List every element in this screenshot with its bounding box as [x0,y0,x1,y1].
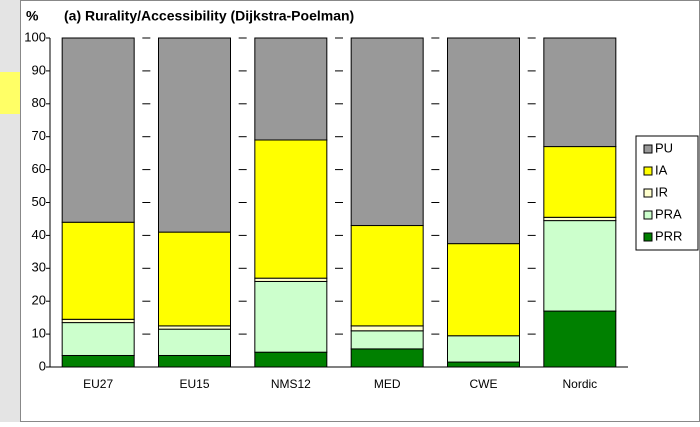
y-tick-label: 20 [32,293,46,308]
bar-segment [350,37,424,227]
y-tick-label: 0 [39,358,46,373]
bar-segment [254,280,328,353]
bar-segment [254,351,328,368]
side-highlight [0,72,20,114]
legend-swatch [643,232,653,242]
bar-segment [350,225,424,327]
legend-swatch [643,144,653,154]
legend-label: IA [655,162,668,177]
bar-segment [254,139,328,279]
bar-segment [158,328,231,356]
y-tick-label: 90 [32,62,46,77]
x-tick-label: MED [374,377,401,391]
bar-segment [543,310,617,368]
bar-segment [350,325,424,332]
legend-swatch [643,166,653,176]
bar-segment [61,322,135,356]
bar-segment [61,354,135,368]
bar-segment [61,221,135,320]
legend-swatch [643,210,653,220]
bar-segment [350,348,424,368]
bar-segment [543,37,617,148]
legend-label: PRR [655,228,682,243]
bar-segment [447,243,520,337]
bar-segment [254,37,328,141]
bar-segment [447,37,520,245]
y-tick-label: 30 [32,260,46,275]
x-tick-label: EU15 [179,377,209,391]
legend-swatch [643,188,653,198]
bar-segment [447,361,520,368]
legend-label: PU [655,140,673,155]
side-panel [0,0,20,422]
x-tick-label: Nordic [562,377,597,391]
y-tick-label: 60 [32,161,46,176]
chart-title: (a) Rurality/Accessibility (Dijkstra-Poe… [64,8,354,24]
x-tick-label: EU27 [83,377,113,391]
y-tick-label: 100 [24,29,46,44]
bar-segment [543,146,617,218]
bar-segment [61,37,135,223]
bar-segment [158,231,231,327]
x-tick-label: NMS12 [271,377,311,391]
legend-label: PRA [655,206,682,221]
y-tick-label: 10 [32,326,46,341]
y-tick-label: 70 [32,128,46,143]
y-tick-label: 40 [32,227,46,242]
bar-segment [543,220,617,312]
x-tick-label: CWE [470,377,498,391]
bar-segment [350,330,424,350]
y-tick-label: 50 [32,194,46,209]
y-tick-label: 80 [32,95,46,110]
y-axis-label: % [26,8,39,24]
bar-segment [158,37,231,233]
bar-segment [447,335,520,363]
bar-segment [158,354,231,368]
legend-label: IR [655,184,668,199]
